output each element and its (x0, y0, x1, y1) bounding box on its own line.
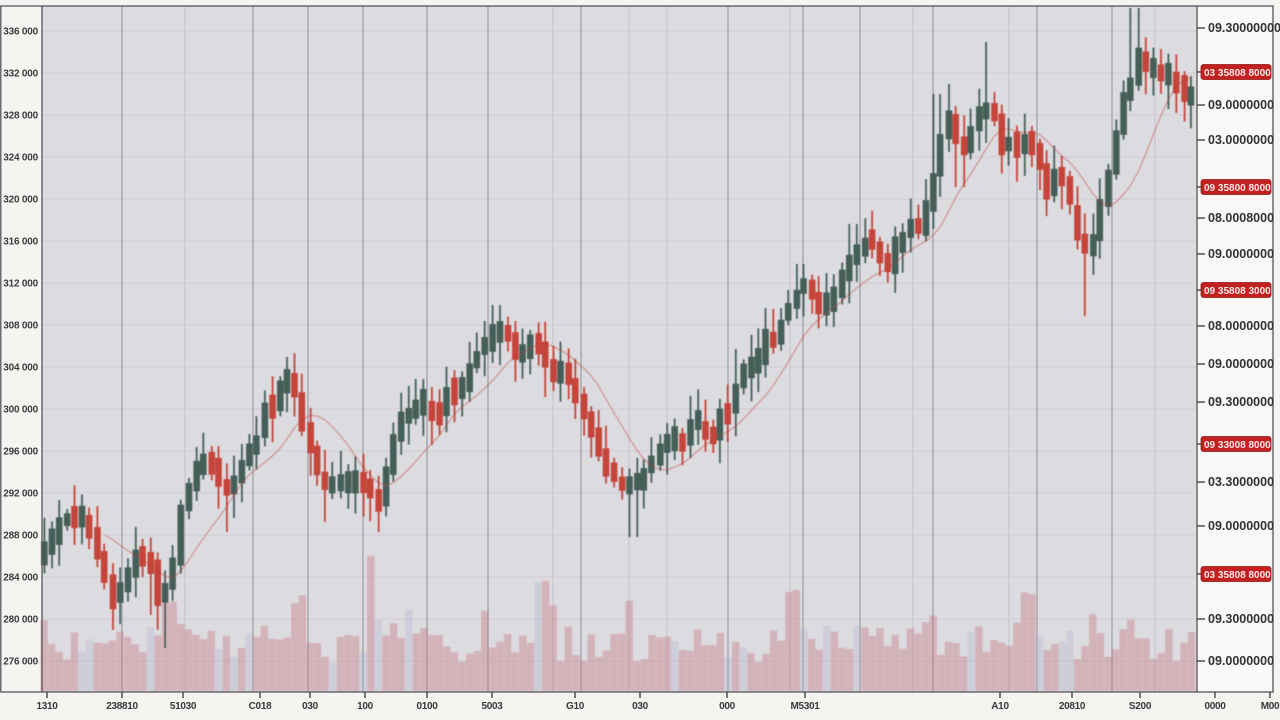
svg-text:03.3000000: 03.3000000 (1208, 475, 1274, 489)
svg-text:332 000: 332 000 (3, 69, 38, 80)
svg-text:08.0000000: 08.0000000 (1208, 319, 1274, 333)
svg-text:09.30000000: 09.30000000 (1208, 21, 1280, 35)
svg-text:296 000: 296 000 (3, 447, 38, 458)
svg-text:51030: 51030 (170, 701, 197, 712)
svg-text:C018: C018 (249, 701, 272, 712)
svg-text:09.0000000: 09.0000000 (1208, 247, 1274, 261)
svg-text:000: 000 (719, 701, 736, 712)
svg-text:030: 030 (302, 701, 319, 712)
svg-text:09.0000000: 09.0000000 (1208, 98, 1274, 112)
svg-text:0100: 0100 (416, 701, 438, 712)
svg-text:1310: 1310 (36, 701, 58, 712)
svg-text:284 000: 284 000 (3, 573, 38, 584)
svg-text:300 000: 300 000 (3, 405, 38, 416)
svg-text:336 000: 336 000 (3, 27, 38, 38)
svg-text:09 33008 8000: 09 33008 8000 (1204, 440, 1271, 451)
svg-text:M00: M00 (1261, 701, 1280, 712)
svg-text:M5301: M5301 (790, 701, 820, 712)
svg-text:S200: S200 (1129, 701, 1152, 712)
svg-text:09.3000000: 09.3000000 (1208, 395, 1274, 409)
svg-text:320 000: 320 000 (3, 195, 38, 206)
svg-text:A10: A10 (991, 701, 1009, 712)
svg-text:09 35808 3000: 09 35808 3000 (1204, 286, 1271, 297)
svg-text:0000: 0000 (1204, 701, 1226, 712)
svg-text:276 000: 276 000 (3, 657, 38, 668)
svg-text:03.0000000: 03.0000000 (1208, 133, 1274, 147)
svg-text:328 000: 328 000 (3, 111, 38, 122)
svg-text:100: 100 (357, 701, 374, 712)
svg-text:5003: 5003 (481, 701, 503, 712)
svg-text:308 000: 308 000 (3, 321, 38, 332)
svg-text:G10: G10 (566, 701, 585, 712)
svg-text:09.0000000: 09.0000000 (1208, 357, 1274, 371)
svg-text:09 35800 8000: 09 35800 8000 (1204, 183, 1271, 194)
svg-text:09.0000000: 09.0000000 (1208, 519, 1274, 533)
svg-text:312 000: 312 000 (3, 279, 38, 290)
svg-text:030: 030 (632, 701, 649, 712)
svg-text:292 000: 292 000 (3, 489, 38, 500)
svg-text:09.3000000: 09.3000000 (1208, 612, 1274, 626)
svg-text:304 000: 304 000 (3, 363, 38, 374)
svg-text:324 000: 324 000 (3, 153, 38, 164)
svg-text:08.0008000: 08.0008000 (1208, 211, 1274, 225)
svg-text:20810: 20810 (1059, 701, 1086, 712)
svg-text:238810: 238810 (106, 701, 138, 712)
svg-text:09.0000000: 09.0000000 (1208, 654, 1274, 668)
svg-text:288 000: 288 000 (3, 531, 38, 542)
svg-text:03 35808 8000: 03 35808 8000 (1204, 68, 1271, 79)
svg-text:280 000: 280 000 (3, 615, 38, 626)
svg-text:316 000: 316 000 (3, 237, 38, 248)
svg-text:03 35808 8000: 03 35808 8000 (1204, 570, 1271, 581)
